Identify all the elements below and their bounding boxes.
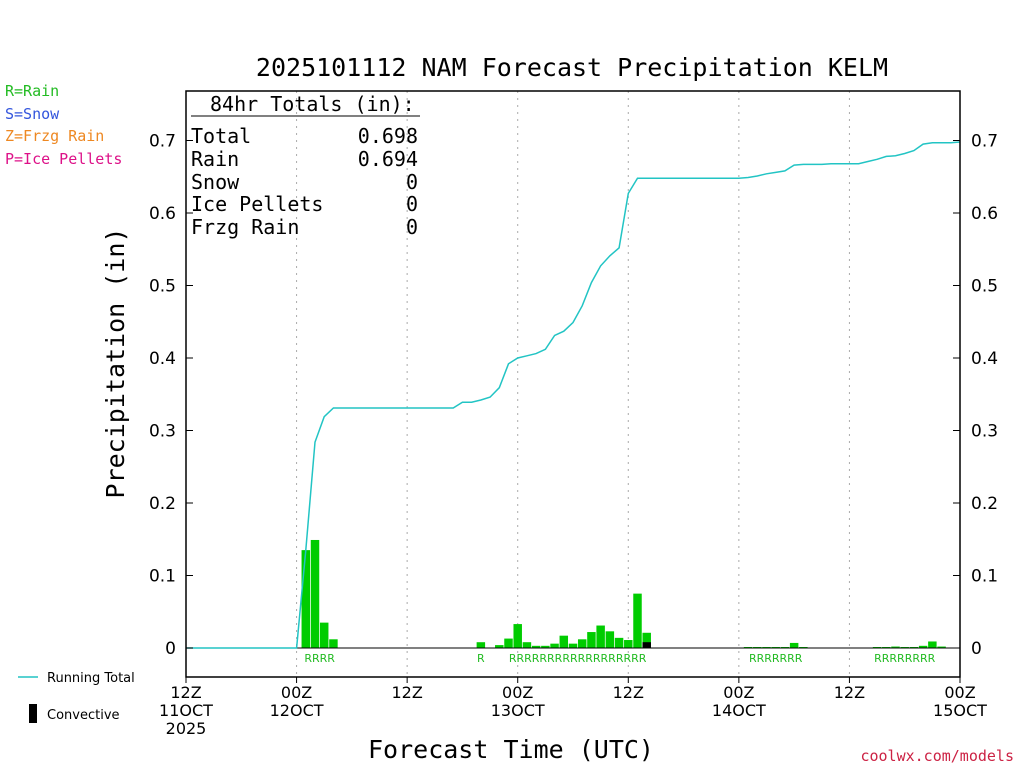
rain-bar xyxy=(642,632,651,648)
x-tick-label: 00Z xyxy=(281,683,312,702)
x-tick-label: 12OCT xyxy=(270,701,324,720)
vertical-grid xyxy=(296,91,850,677)
x-tick-label: 15OCT xyxy=(933,701,987,720)
totals-value-snow: 0 xyxy=(406,170,418,194)
rain-marker: R xyxy=(477,652,485,665)
rain-marker: RRRRRRR xyxy=(749,652,803,665)
y-axis-label: Precipitation (in) xyxy=(101,228,130,499)
bottom-legend: Running Total Convective xyxy=(18,671,135,723)
totals-label-total: Total xyxy=(191,124,251,148)
totals-header: 84hr Totals (in): xyxy=(210,92,415,116)
y-tick-label-right: 0.1 xyxy=(971,567,998,587)
convective-bar xyxy=(642,642,651,648)
rain-bar xyxy=(928,641,937,648)
rain-bar xyxy=(918,645,928,648)
y-tick-label-right: 0.4 xyxy=(971,349,998,369)
y-tick-label-left: 0.7 xyxy=(149,132,176,152)
convective-legend-label: Convective xyxy=(47,708,120,723)
rain-bar xyxy=(504,638,513,648)
x-tick-label: 12Z xyxy=(170,683,201,702)
type-markers: RRRR R RRRRRRRRRRRRRRRRRR RRRRRRR RRRRRRRR xyxy=(304,652,935,665)
plot-frame xyxy=(185,90,961,678)
x-tick-label: 13OCT xyxy=(491,701,545,720)
x-tick-label: 00Z xyxy=(723,683,754,702)
running-total-legend-label: Running Total xyxy=(47,671,135,686)
x-tick-label: 00Z xyxy=(944,683,975,702)
convective-swatch xyxy=(29,704,37,723)
y-tick-label-left: 0.6 xyxy=(149,204,176,224)
rain-marker: RRRRRRRRRRRRRRRRRR xyxy=(509,652,647,665)
totals-label-rain: Rain xyxy=(191,147,239,171)
rain-bar xyxy=(476,642,486,648)
y-tick-label-left: 0.3 xyxy=(149,422,176,442)
y-tick-label-left: 0.5 xyxy=(149,277,176,297)
rain-bar xyxy=(937,646,946,648)
y-tick-label-right: 0 xyxy=(971,639,982,659)
y-tick-label-right: 0.7 xyxy=(971,132,998,152)
totals-value-frzg-rain: 0 xyxy=(406,215,418,239)
rain-bar xyxy=(513,624,522,648)
rain-bar xyxy=(605,631,615,648)
chart-title: 2025101112 NAM Forecast Precipitation KE… xyxy=(256,53,888,82)
x-tick-label: 12Z xyxy=(391,683,422,702)
y-tick-label-left: 0.4 xyxy=(149,349,176,369)
rain-bar xyxy=(541,645,550,648)
rain-bar xyxy=(624,640,633,648)
legend-ice-pellets: P=Ice Pellets xyxy=(5,150,122,168)
y-axis-ticks: 0 00.1 0.10.2 0.20.3 0.30.4 0.40.5 0.50.6 0.60.… xyxy=(149,132,998,660)
rain-marker: RRRR xyxy=(304,652,335,665)
rain-marker: RRRRRRRR xyxy=(874,652,936,665)
y-tick-label-right: 0.6 xyxy=(971,204,998,224)
rain-bar xyxy=(531,645,541,648)
x-tick-label: 11OCT xyxy=(159,701,213,720)
rain-bar xyxy=(891,646,900,648)
running-total-line xyxy=(186,141,961,649)
rain-bar xyxy=(310,539,320,648)
y-tick-label-left: 0.1 xyxy=(149,567,176,587)
x-tick-label: 12Z xyxy=(613,683,644,702)
totals-label-snow: Snow xyxy=(191,170,240,194)
x-tick-label: 00Z xyxy=(502,683,533,702)
y-tick-label-right: 0.2 xyxy=(971,494,998,514)
rain-bar xyxy=(301,550,311,648)
rain-bar xyxy=(633,593,642,648)
y-tick-label-right: 0.5 xyxy=(971,277,998,297)
credit-text: coolwx.com/models xyxy=(860,747,1014,765)
legend-frzg-rain: Z=Frzg Rain xyxy=(5,127,104,145)
totals-label-ice-pellets: Ice Pellets xyxy=(191,192,323,216)
totals-value-rain: 0.694 xyxy=(358,147,418,171)
x-tick-label: 14OCT xyxy=(712,701,766,720)
rain-bar xyxy=(789,642,799,648)
type-legend: R=Rain S=Snow Z=Frzg Rain P=Ice Pellets xyxy=(5,82,122,168)
totals-label-frzg-rain: Frzg Rain xyxy=(191,215,299,239)
x-axis-label: Forecast Time (UTC) xyxy=(368,735,654,764)
legend-snow: S=Snow xyxy=(5,105,60,123)
rain-bar xyxy=(568,643,578,648)
rain-bar xyxy=(614,637,624,648)
x-tick-label: 2025 xyxy=(166,719,207,738)
rain-bar xyxy=(587,632,596,648)
rain-bar xyxy=(495,645,504,648)
totals-value-ice-pellets: 0 xyxy=(406,192,418,216)
totals-value-total: 0.698 xyxy=(358,124,418,148)
rain-bar xyxy=(550,643,559,648)
rain-bar xyxy=(596,625,605,648)
rain-bar xyxy=(319,622,329,648)
y-tick-label-left: 0.2 xyxy=(149,494,176,514)
rain-bar xyxy=(522,642,532,648)
rain-bar xyxy=(577,639,587,648)
x-tick-label: 12Z xyxy=(834,683,865,702)
totals-box: 84hr Totals (in): Total 0.698 Rain 0.694… xyxy=(191,92,420,239)
y-tick-label-left: 0 xyxy=(165,639,176,659)
rain-bar xyxy=(329,639,338,648)
y-tick-label-right: 0.3 xyxy=(971,422,998,442)
legend-rain: R=Rain xyxy=(5,82,59,100)
rain-bar xyxy=(559,635,569,648)
